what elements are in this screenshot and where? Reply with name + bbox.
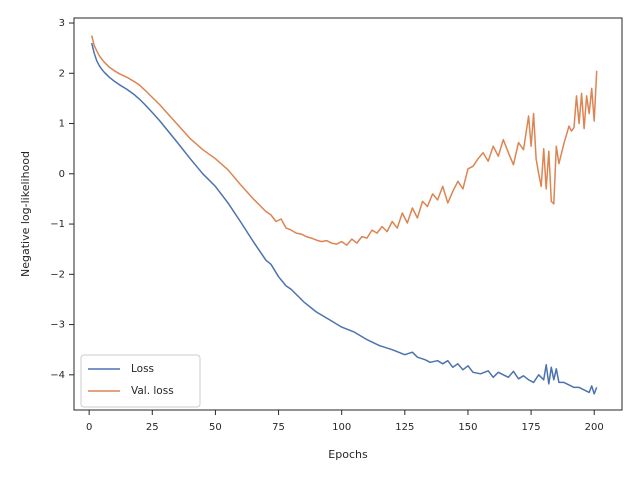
x-tick-label: 50 xyxy=(209,422,222,433)
y-tick-label: 0 xyxy=(59,169,65,180)
legend-label: Val. loss xyxy=(131,385,174,397)
legend-box xyxy=(80,354,201,408)
x-tick-label: 200 xyxy=(585,422,604,433)
x-tick-label: 175 xyxy=(522,422,541,433)
y-tick-label: 1 xyxy=(59,119,65,130)
y-tick-label: −3 xyxy=(50,320,65,331)
y-axis-label: Negative log-likelihood xyxy=(19,151,32,277)
y-tick-label: −2 xyxy=(50,269,65,280)
legend-label: Loss xyxy=(131,363,154,375)
x-axis-label: Epochs xyxy=(328,448,368,461)
y-tick-label: −4 xyxy=(50,370,65,381)
y-tick-label: 2 xyxy=(59,68,65,79)
x-axis-ticks: 0 25 50 75 100 125 150 175 200 xyxy=(86,410,604,433)
series-line-val-loss xyxy=(90,35,598,246)
x-tick-label: 125 xyxy=(395,422,414,433)
plot-frame xyxy=(73,17,623,411)
y-tick-label: −1 xyxy=(50,219,65,230)
x-tick-label: 0 xyxy=(86,422,92,433)
series-line-loss xyxy=(90,42,598,395)
x-tick-label: 75 xyxy=(272,422,285,433)
x-tick-label: 25 xyxy=(146,422,159,433)
x-tick-label: 150 xyxy=(458,422,477,433)
y-axis-ticks: −4 −3 −2 −1 0 1 2 3 xyxy=(50,18,74,381)
plot-background xyxy=(74,18,622,410)
x-tick-label: 100 xyxy=(332,422,351,433)
legend: Loss Val. loss xyxy=(80,354,201,408)
series-layer xyxy=(90,35,598,395)
y-tick-label: 3 xyxy=(59,18,65,29)
